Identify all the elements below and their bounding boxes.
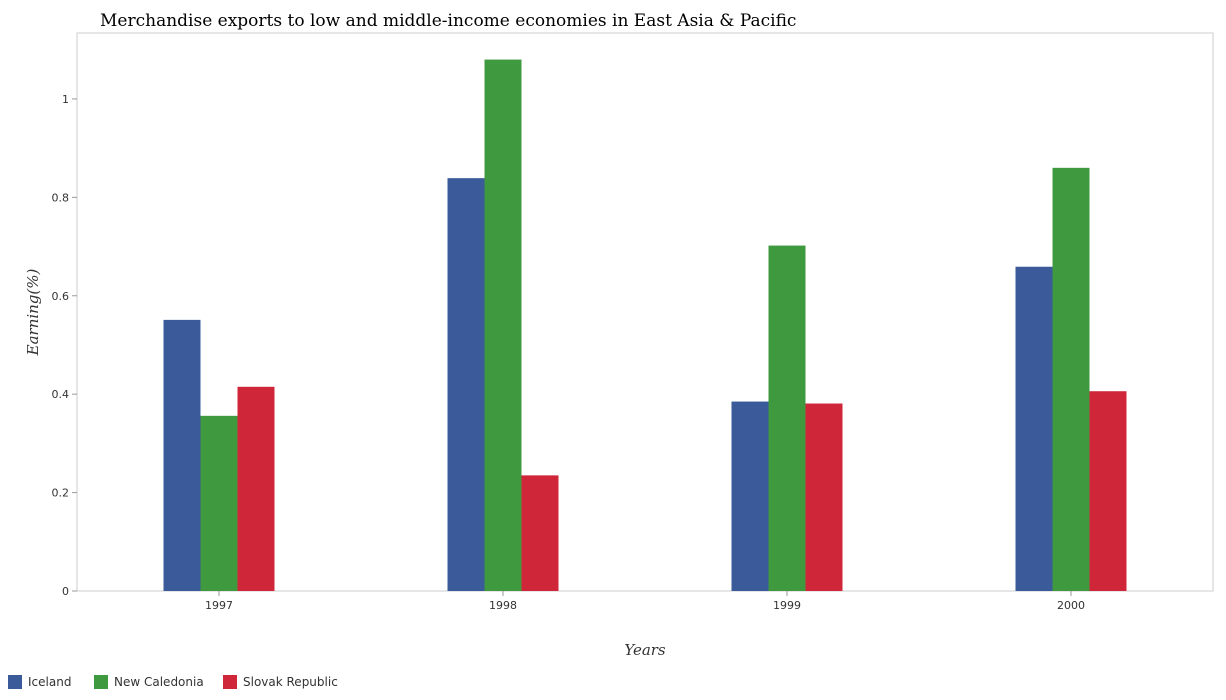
bar-iceland-2000: [1015, 266, 1053, 591]
plot-frame: [76, 32, 1214, 592]
legend-swatch-new-caledonia: [94, 675, 108, 689]
x-tick-label: 2000: [1057, 599, 1085, 612]
x-tick-label: 1999: [773, 599, 801, 612]
x-axis-title: Years: [624, 641, 666, 659]
bar-slovak-republic-1997: [237, 386, 275, 591]
x-tick-label: 1997: [205, 599, 233, 612]
bar-iceland-1999: [731, 401, 769, 591]
y-axis-title: Earning(%): [24, 268, 42, 356]
plot-area: 0 0.2 0.4 0.6 0.8 1 1997 1998 1999 2000: [52, 32, 1214, 612]
y-tick-label: 0.2: [52, 487, 70, 500]
y-tick-label: 1: [62, 93, 69, 106]
x-axis: 1997 1998 1999 2000: [205, 591, 1085, 612]
bar-new-caledonia-1999: [768, 245, 806, 592]
bar-slovak-republic-2000: [1089, 391, 1127, 591]
bar-iceland-1997: [163, 319, 201, 591]
chart-title: Merchandise exports to low and middle-in…: [100, 11, 796, 31]
legend: Iceland New Caledonia Slovak Republic: [8, 675, 338, 689]
bar-new-caledonia-2000: [1052, 167, 1090, 592]
x-tick-label: 1998: [489, 599, 517, 612]
bar-slovak-republic-1999: [805, 403, 843, 591]
legend-label-slovak-republic: Slovak Republic: [243, 675, 338, 689]
y-tick-label: 0: [62, 585, 69, 598]
bar-slovak-republic-1998: [521, 475, 559, 591]
bar-new-caledonia-1998: [484, 59, 522, 592]
y-tick-label: 0.8: [52, 191, 70, 204]
legend-swatch-slovak-republic: [223, 675, 237, 689]
y-tick-label: 0.4: [52, 388, 70, 401]
y-tick-label: 0.6: [52, 290, 70, 303]
y-axis: 0 0.2 0.4 0.6 0.8 1: [52, 93, 77, 598]
bar-new-caledonia-1997: [200, 415, 238, 591]
bar-iceland-1998: [447, 178, 485, 591]
legend-label-iceland: Iceland: [28, 675, 71, 689]
legend-label-new-caledonia: New Caledonia: [114, 675, 204, 689]
bars: [163, 59, 1127, 592]
legend-swatch-iceland: [8, 675, 22, 689]
